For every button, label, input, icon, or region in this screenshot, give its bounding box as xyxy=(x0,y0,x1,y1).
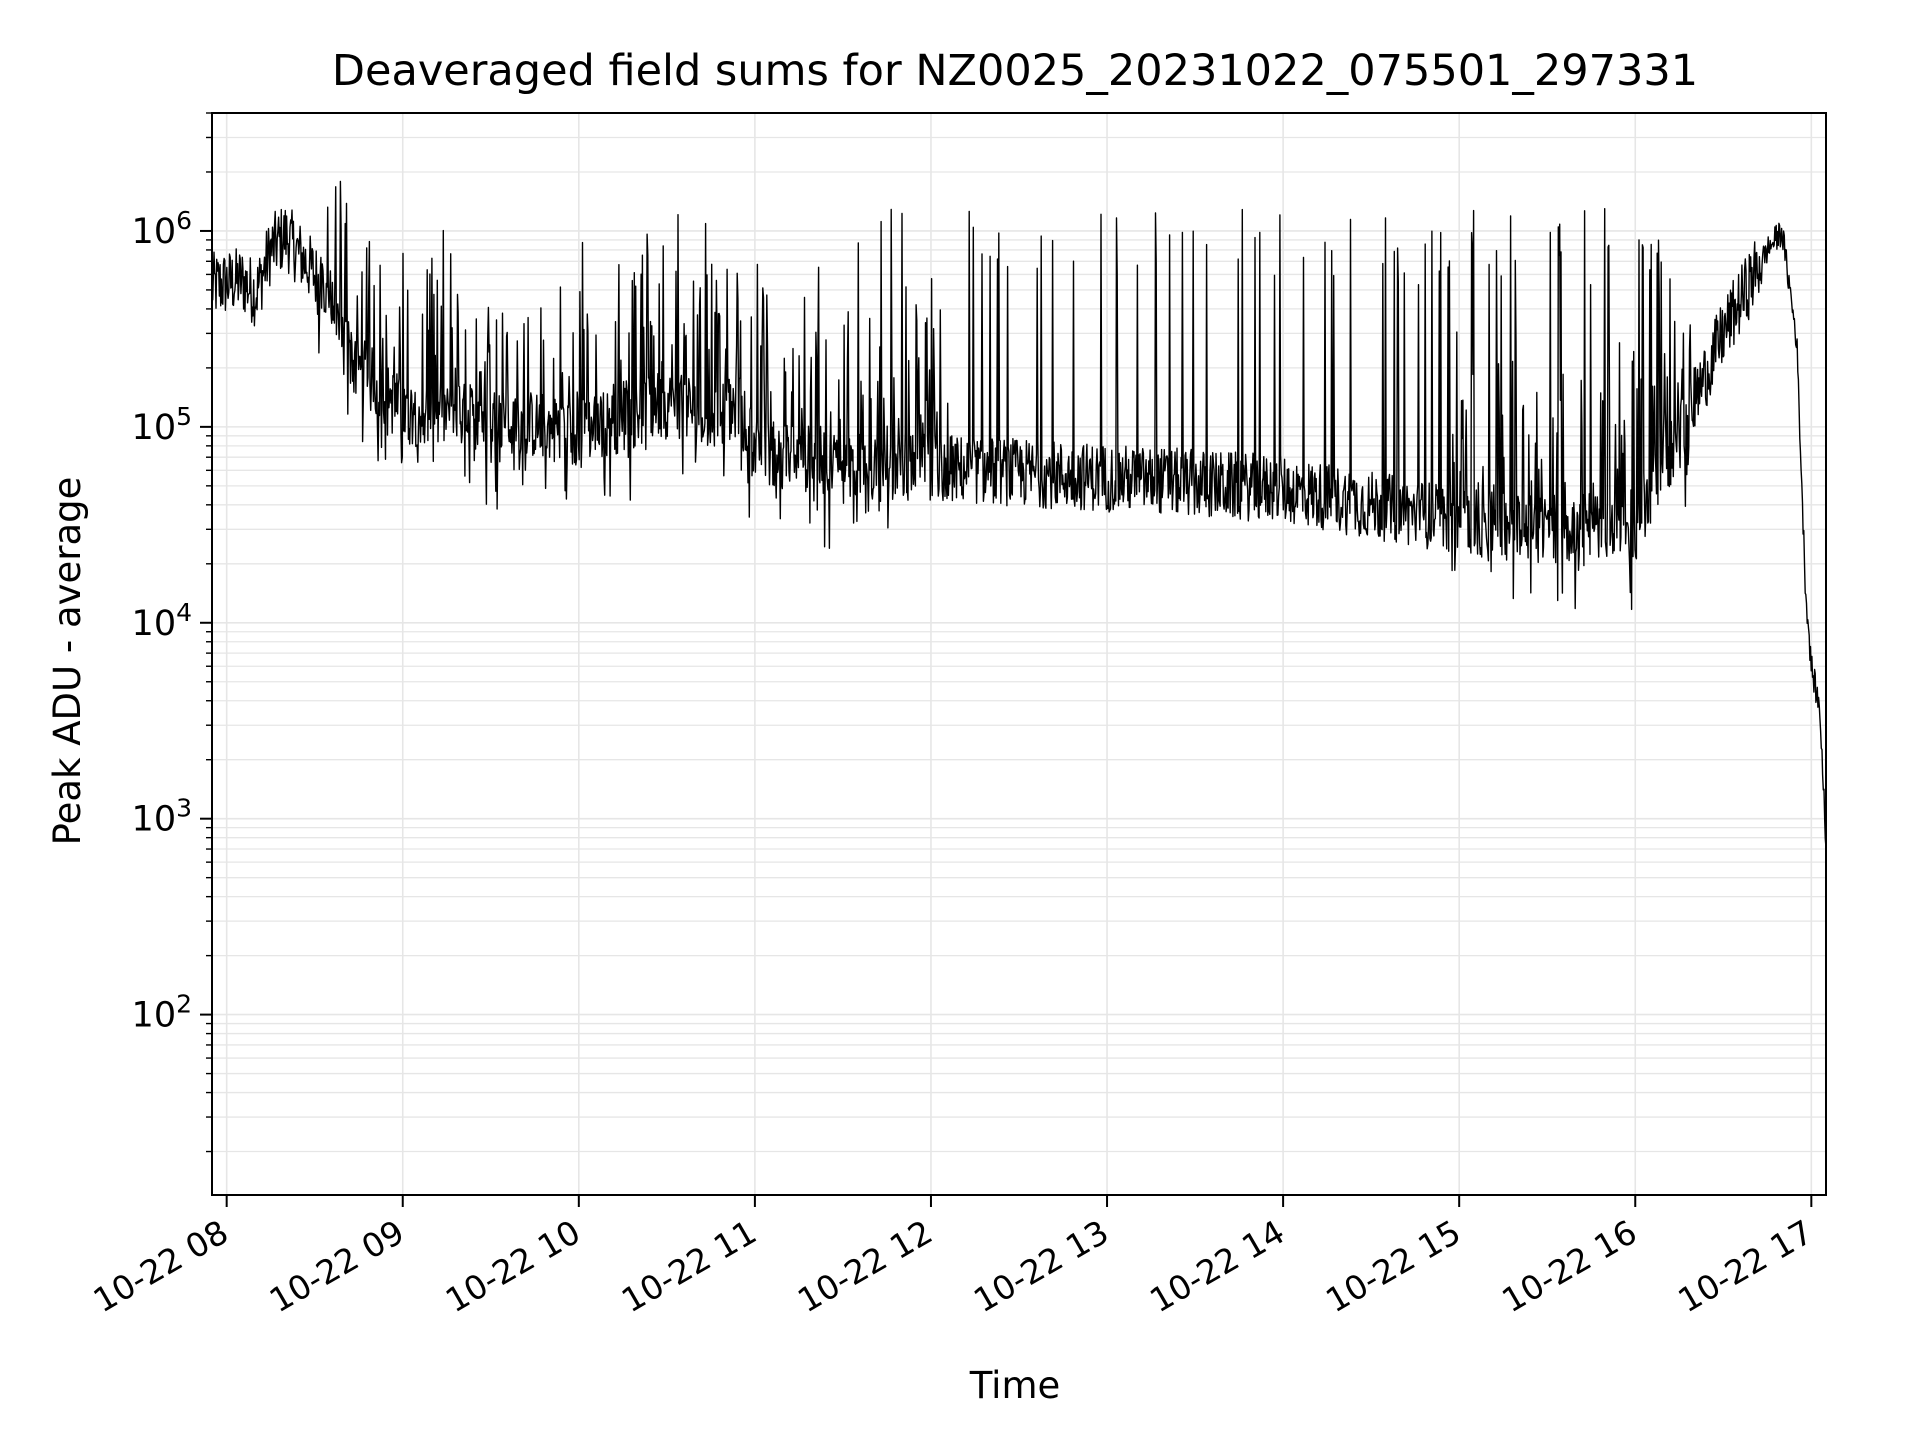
x-axis-label: Time xyxy=(969,1364,1061,1407)
y-axis-label: Peak ADU - average xyxy=(46,477,89,846)
y-tick-label-exponent: 4 xyxy=(176,598,192,627)
y-tick-label-base: 10 xyxy=(132,408,177,448)
y-tick-label: 106 xyxy=(132,206,192,252)
y-tick-label: 102 xyxy=(132,990,192,1036)
y-tick-label: 103 xyxy=(132,794,192,840)
y-tick-label-exponent: 2 xyxy=(176,990,192,1019)
y-tick-label-base: 10 xyxy=(132,212,177,252)
axes-frame xyxy=(211,112,1827,1196)
series-line xyxy=(211,180,1827,848)
y-tick-label-base: 10 xyxy=(132,996,177,1036)
y-tick-label-exponent: 3 xyxy=(176,794,192,823)
y-tick-label-exponent: 5 xyxy=(176,402,192,431)
y-tick-label-base: 10 xyxy=(132,604,177,644)
chart-title: Deaveraged field sums for NZ0025_2023102… xyxy=(332,46,1698,96)
y-tick-label: 104 xyxy=(132,598,192,644)
y-tick-label-exponent: 6 xyxy=(176,206,192,235)
y-tick-label: 105 xyxy=(132,402,192,448)
y-tick-label-base: 10 xyxy=(132,800,177,840)
plot-area xyxy=(211,180,1827,848)
